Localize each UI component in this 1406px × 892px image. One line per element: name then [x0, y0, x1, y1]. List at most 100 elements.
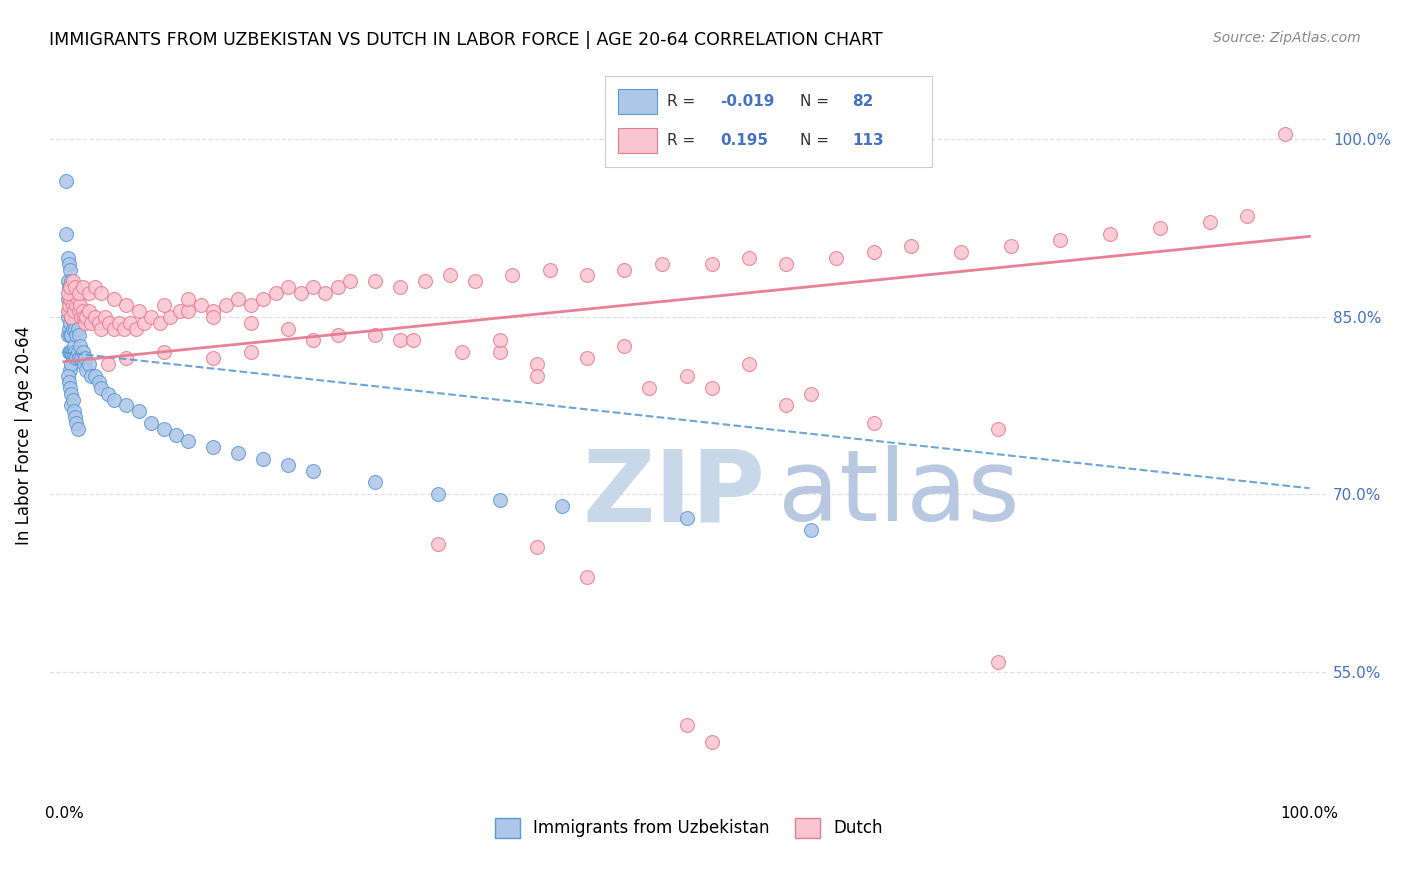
- Point: [277, 280, 299, 294]
- Point: [314, 286, 336, 301]
- Text: ZIP: ZIP: [582, 445, 765, 542]
- Point: [80, 368, 103, 383]
- Point: [75, 316, 97, 330]
- Point: [63, 280, 86, 294]
- Point: [65, 298, 87, 312]
- Point: [226, 446, 249, 460]
- Point: [56, 368, 79, 383]
- Point: [339, 274, 361, 288]
- Point: [60, 386, 83, 401]
- Point: [59, 316, 82, 330]
- Text: -0.019: -0.019: [720, 94, 775, 109]
- Point: [103, 321, 125, 335]
- Point: [402, 334, 425, 348]
- Point: [70, 310, 93, 324]
- Point: [58, 375, 80, 389]
- Text: IMMIGRANTS FROM UZBEKISTAN VS DUTCH IN LABOR FORCE | AGE 20-64 CORRELATION CHART: IMMIGRANTS FROM UZBEKISTAN VS DUTCH IN L…: [49, 31, 883, 49]
- Text: atlas: atlas: [778, 445, 1019, 542]
- Point: [202, 304, 225, 318]
- Point: [56, 327, 79, 342]
- Point: [59, 363, 82, 377]
- Point: [675, 717, 697, 731]
- Point: [1236, 210, 1258, 224]
- Point: [67, 304, 90, 318]
- Point: [215, 298, 238, 312]
- Point: [152, 298, 174, 312]
- Bar: [619, 89, 657, 114]
- Point: [84, 310, 107, 324]
- Point: [949, 244, 972, 259]
- Point: [56, 310, 79, 324]
- Point: [60, 327, 83, 342]
- Point: [152, 422, 174, 436]
- Point: [107, 316, 129, 330]
- Point: [132, 316, 155, 330]
- Point: [302, 280, 325, 294]
- Point: [900, 239, 922, 253]
- Point: [159, 310, 181, 324]
- Point: [58, 280, 80, 294]
- Point: [115, 298, 138, 312]
- Point: [190, 298, 212, 312]
- Point: [651, 257, 673, 271]
- Point: [128, 304, 150, 318]
- Point: [63, 286, 86, 301]
- Point: [613, 262, 636, 277]
- Point: [226, 292, 249, 306]
- Point: [700, 257, 723, 271]
- Point: [65, 351, 87, 366]
- Point: [67, 351, 90, 366]
- Point: [364, 274, 387, 288]
- Point: [58, 298, 80, 312]
- Point: [60, 357, 83, 371]
- Point: [65, 327, 87, 342]
- Point: [364, 475, 387, 490]
- Point: [94, 310, 117, 324]
- Point: [59, 292, 82, 306]
- Point: [326, 280, 349, 294]
- Point: [60, 310, 83, 324]
- Point: [58, 257, 80, 271]
- Text: 113: 113: [852, 133, 884, 148]
- Point: [389, 334, 412, 348]
- Point: [800, 523, 823, 537]
- Point: [675, 511, 697, 525]
- Point: [96, 386, 118, 401]
- Point: [77, 304, 100, 318]
- Point: [800, 386, 823, 401]
- Point: [439, 268, 461, 283]
- Point: [59, 280, 82, 294]
- Point: [90, 381, 112, 395]
- Point: [675, 368, 697, 383]
- Point: [96, 357, 118, 371]
- Point: [59, 327, 82, 342]
- Point: [290, 286, 312, 301]
- Point: [56, 292, 79, 306]
- Point: [60, 399, 83, 413]
- Point: [613, 339, 636, 353]
- Point: [576, 268, 599, 283]
- Point: [70, 351, 93, 366]
- Point: [59, 298, 82, 312]
- Point: [738, 357, 761, 371]
- Point: [67, 327, 90, 342]
- Point: [69, 298, 91, 312]
- Point: [62, 321, 84, 335]
- Point: [177, 434, 200, 448]
- Point: [700, 735, 723, 749]
- Point: [451, 345, 474, 359]
- Point: [75, 363, 97, 377]
- Point: [464, 274, 486, 288]
- Point: [862, 244, 884, 259]
- Point: [63, 339, 86, 353]
- Point: [62, 286, 84, 301]
- Point: [112, 321, 135, 335]
- Point: [177, 292, 200, 306]
- Point: [77, 286, 100, 301]
- Text: R =: R =: [666, 133, 700, 148]
- Point: [90, 321, 112, 335]
- Point: [489, 345, 512, 359]
- Y-axis label: In Labor Force | Age 20-64: In Labor Force | Age 20-64: [15, 326, 32, 545]
- Point: [66, 292, 89, 306]
- Point: [62, 345, 84, 359]
